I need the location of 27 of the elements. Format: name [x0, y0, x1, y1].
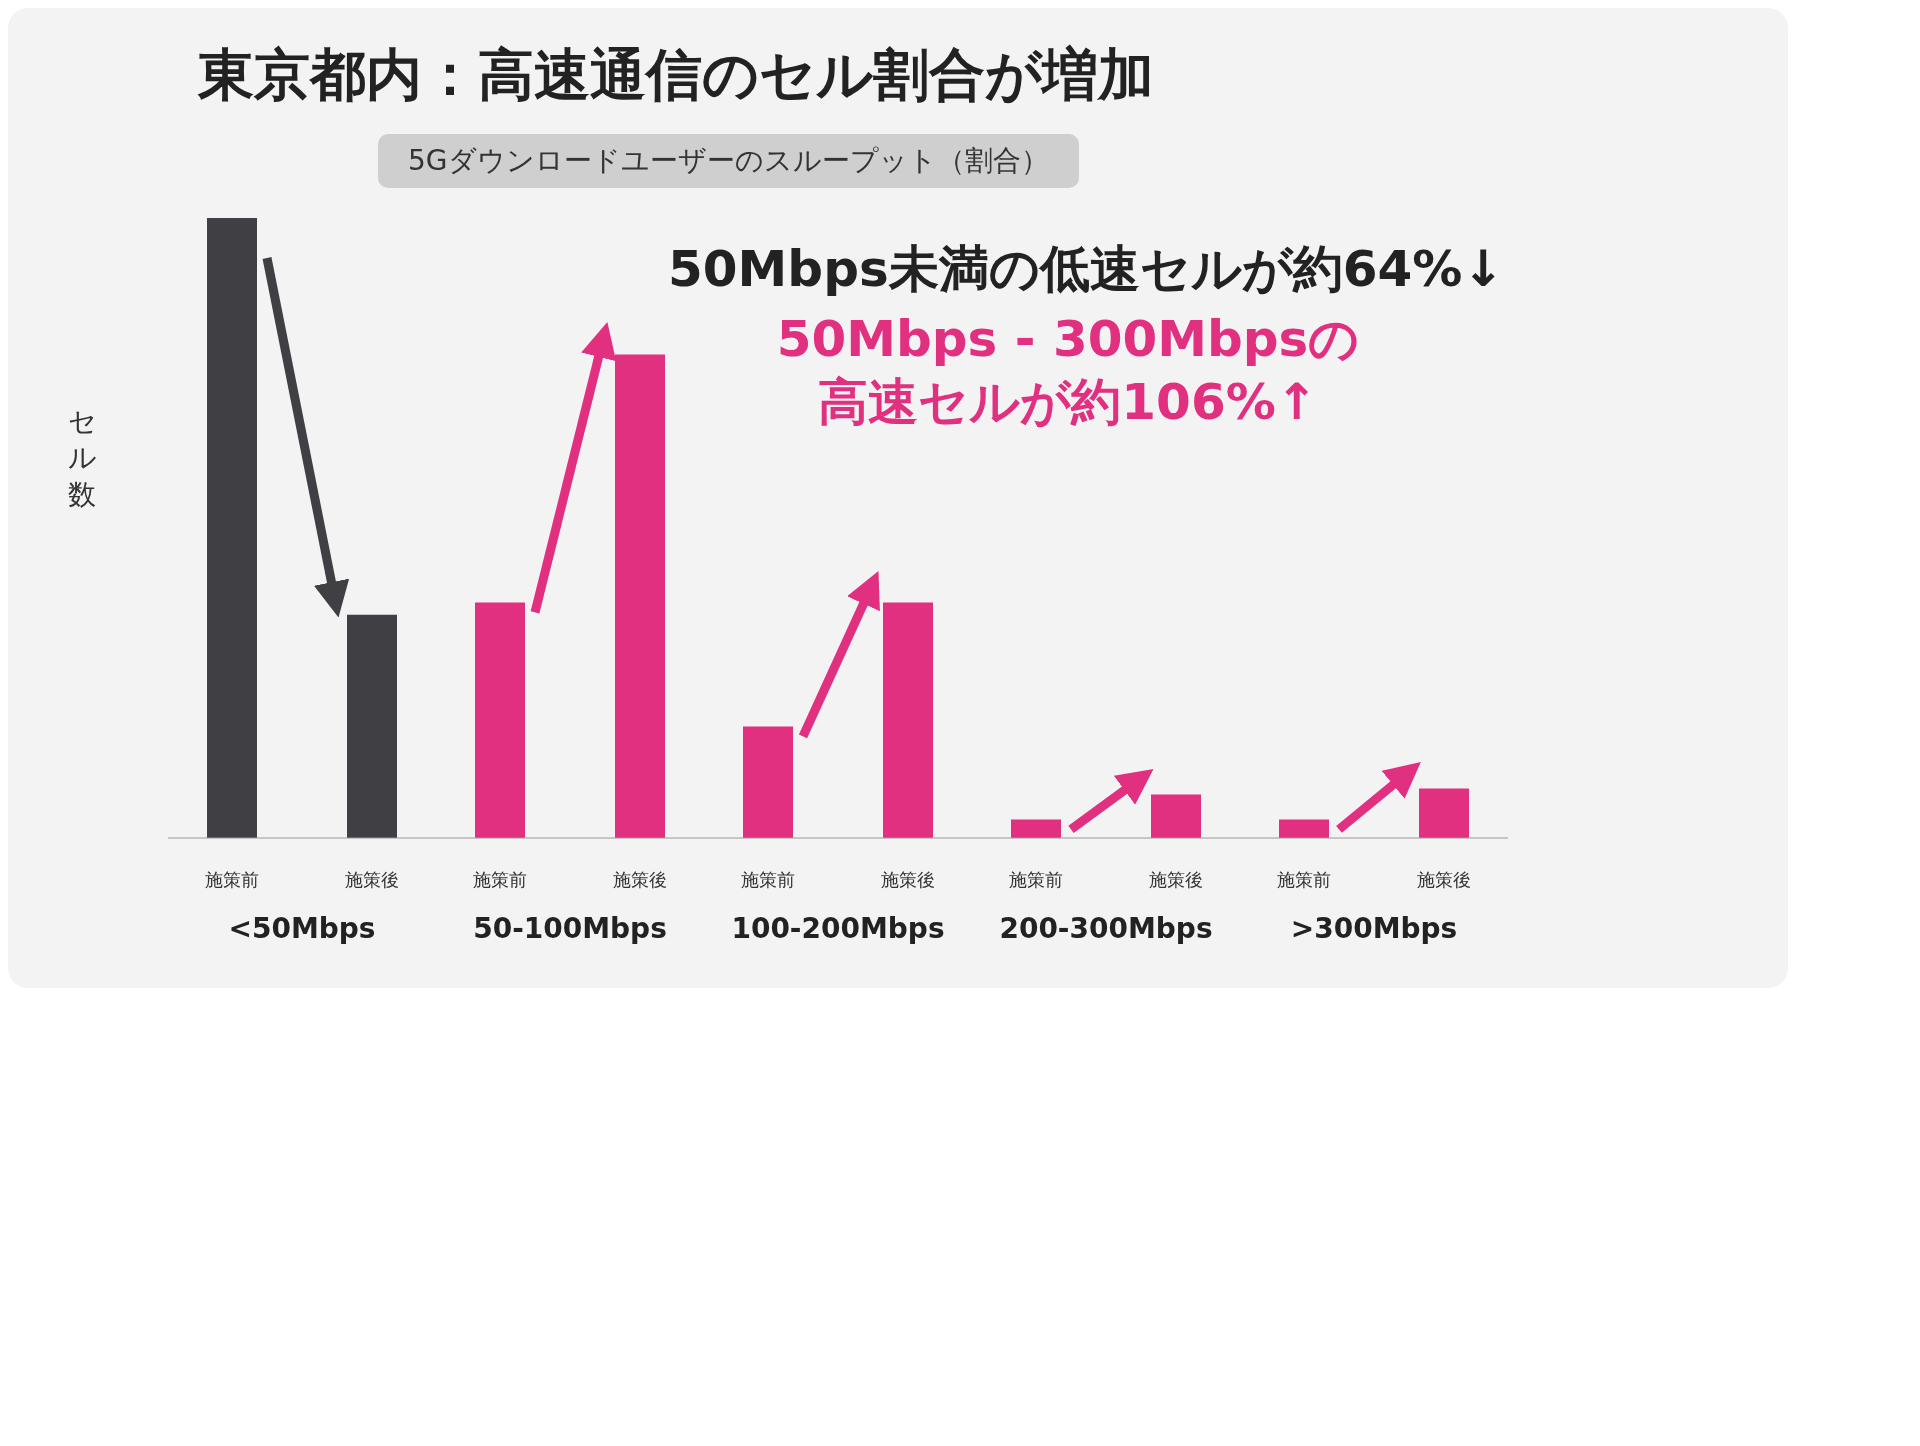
x-tick-label: <50Mbps	[228, 912, 376, 945]
bar	[1011, 819, 1061, 838]
bar	[347, 614, 397, 838]
x-tick-label: >300Mbps	[1290, 912, 1458, 945]
bar	[1279, 819, 1329, 838]
text: 施策前	[1277, 869, 1331, 890]
series-label: 施策前	[205, 869, 259, 890]
series-label: 施策後	[345, 869, 399, 890]
text: 施策前	[1009, 869, 1063, 890]
annotation: 50Mbps未満の低速セルが約64%↓	[668, 239, 1505, 300]
x-tick-label: 200-300Mbps	[999, 912, 1213, 945]
bar	[743, 726, 793, 838]
bar	[883, 602, 933, 838]
x-tick-label: 50-100Mbps	[473, 912, 667, 945]
chart-title: 東京都内：高速通信のセル割合が増加	[198, 41, 1155, 109]
bar	[207, 218, 257, 838]
bar	[475, 602, 525, 838]
text: 施策後	[1149, 869, 1203, 890]
x-tick-label: 100-200Mbps	[731, 912, 945, 945]
y-axis-title: セル数	[68, 404, 98, 513]
text: 施策後	[1417, 869, 1471, 890]
annotation: 50Mbps - 300Mbpsの高速セルが約106%↑	[775, 309, 1361, 433]
chart-subtitle: 5Gダウンロードユーザーのスループット（割合）	[378, 134, 1079, 188]
text: 施策後	[613, 869, 667, 890]
text: 施策前	[473, 869, 527, 890]
text: 施策後	[881, 869, 935, 890]
text: 施策前	[741, 869, 795, 890]
